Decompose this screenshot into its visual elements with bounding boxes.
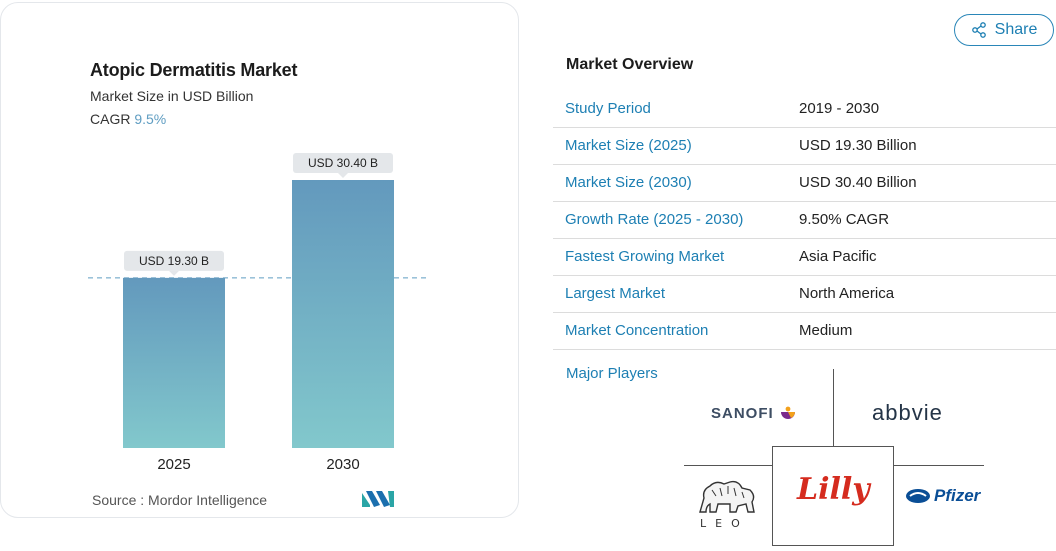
overview-row-largest-market: Largest Market North America — [553, 276, 1056, 313]
bar-2030 — [292, 180, 394, 448]
x-tick-label: 2025 — [157, 456, 190, 473]
overview-row-market-size-2030: Market Size (2030) USD 30.40 Billion — [553, 165, 1056, 202]
share-icon — [971, 22, 986, 38]
sanofi-logo[interactable]: SANOFI — [711, 405, 797, 422]
share-label: Share — [994, 21, 1038, 38]
pfizer-text: Pfizer — [934, 486, 981, 505]
players-divider-vertical — [833, 369, 834, 446]
data-label-bg — [293, 153, 393, 173]
sanofi-text: SANOFI — [711, 405, 774, 422]
share-button[interactable]: Share — [954, 14, 1054, 46]
chart-subtitle: Market Size in USD Billion — [90, 88, 254, 104]
overview-row-concentration: Market Concentration Medium — [553, 313, 1056, 350]
row-value: North America — [799, 285, 895, 302]
mordor-intelligence-logo — [362, 491, 394, 507]
overview-row-fastest-growing: Fastest Growing Market Asia Pacific — [553, 239, 1056, 276]
leo-text: LEO — [700, 517, 749, 530]
chart-cagr: CAGR 9.5% — [90, 111, 166, 127]
players-divider-left — [684, 465, 772, 466]
market-overview-table: Study Period 2019 - 2030 Market Size (20… — [553, 91, 1056, 350]
x-tick-label: 2030 — [326, 456, 359, 473]
row-value: 2019 - 2030 — [799, 100, 880, 117]
leo-lion-logo[interactable] — [694, 476, 760, 516]
row-value: USD 19.30 Billion — [799, 137, 917, 154]
row-value: 9.50% CAGR — [799, 211, 890, 228]
row-label[interactable]: Fastest Growing Market — [565, 248, 725, 265]
row-label[interactable]: Market Concentration — [565, 322, 709, 339]
abbvie-logo[interactable]: abbvie — [872, 400, 943, 425]
data-label-pointer — [169, 270, 179, 276]
data-label: USD 19.30 B — [139, 254, 209, 268]
data-label-pointer — [338, 173, 348, 178]
row-value: USD 30.40 Billion — [799, 174, 917, 191]
bar-2025 — [123, 277, 225, 448]
row-label[interactable]: Growth Rate (2025 - 2030) — [565, 211, 744, 228]
lilly-logo-box — [772, 446, 894, 546]
pfizer-logo[interactable]: Pfizer — [905, 486, 980, 506]
row-label[interactable]: Market Size (2025) — [565, 137, 692, 154]
row-value: Medium — [799, 322, 853, 339]
sanofi-symbol-icon — [780, 406, 795, 419]
chart-card — [0, 2, 519, 518]
data-label: USD 30.40 B — [308, 156, 378, 170]
overview-row-growth-rate: Growth Rate (2025 - 2030) 9.50% CAGR — [553, 202, 1056, 239]
market-overview-title: Market Overview — [566, 56, 694, 73]
row-label[interactable]: Largest Market — [565, 285, 666, 302]
row-label[interactable]: Study Period — [565, 100, 651, 117]
players-divider-right — [894, 465, 984, 466]
row-label[interactable]: Market Size (2030) — [565, 174, 692, 191]
overview-row-market-size-2025: Market Size (2025) USD 19.30 Billion — [553, 128, 1056, 165]
overview-row-study-period: Study Period 2019 - 2030 — [553, 91, 1056, 128]
cagr-value: 9.5% — [134, 111, 167, 127]
row-value: Asia Pacific — [799, 248, 877, 265]
bar-chart: USD 19.30 B 2025 USD 30.40 B 2030 — [88, 153, 430, 473]
chart-title: Atopic Dermatitis Market — [90, 60, 298, 80]
chart-source: Source : Mordor Intelligence — [92, 492, 268, 508]
data-label-bg — [124, 250, 224, 271]
lilly-logo[interactable]: Lilly — [797, 472, 870, 507]
cagr-label: CAGR — [90, 111, 131, 127]
pfizer-pill-icon — [906, 489, 930, 503]
major-players-label[interactable]: Major Players — [566, 365, 658, 382]
